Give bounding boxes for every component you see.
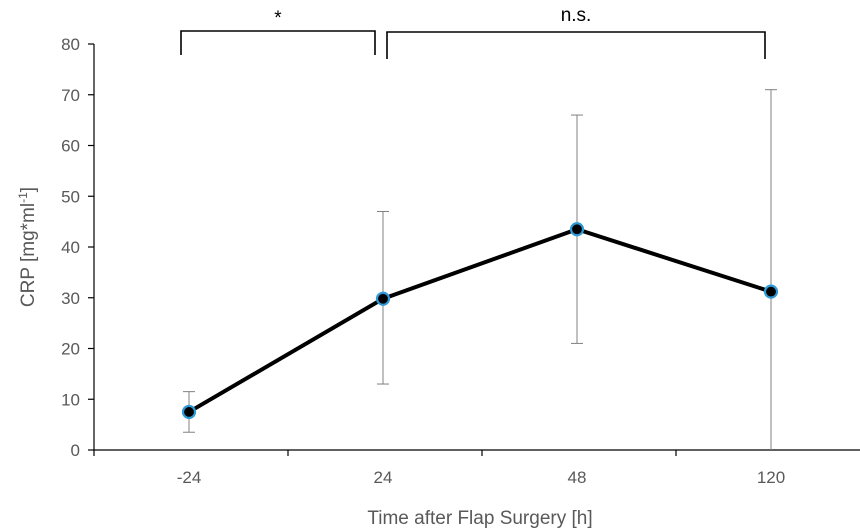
significance-label: * — [274, 8, 282, 29]
x-tick-label: 48 — [568, 468, 587, 487]
x-tick-label: 24 — [374, 468, 393, 487]
y-tick-label: 0 — [71, 441, 80, 460]
significance-brackets: * n.s. — [180, 5, 766, 59]
y-tick-label: 10 — [61, 390, 80, 409]
data-point — [763, 284, 779, 299]
y-tick-label: 50 — [61, 187, 80, 206]
axes: 0 10 20 30 40 50 60 70 80 -24 24 48 120 — [61, 35, 860, 487]
plot-area — [181, 89, 779, 450]
y-axis-title-main: CRP [mg*ml — [18, 203, 39, 307]
y-tick-label: 70 — [61, 86, 80, 105]
significance-label: n.s. — [561, 5, 592, 26]
significance-bracket — [180, 30, 376, 55]
series-line — [187, 227, 772, 414]
y-axis-title-close: ] — [18, 187, 39, 192]
data-point — [181, 404, 197, 420]
y-tick-label: 80 — [61, 35, 80, 54]
x-axis-title: Time after Flap Surgery [h] — [367, 508, 592, 529]
y-axis-title: CRP [mg*ml-1] — [16, 187, 39, 307]
data-point — [569, 222, 585, 237]
y-tick-label: 30 — [61, 289, 80, 308]
y-tick-label: 40 — [61, 238, 80, 257]
y-axis-title-superscript: -1 — [16, 192, 30, 203]
y-tick-label: 60 — [61, 137, 80, 156]
significance-bracket — [386, 31, 766, 59]
x-tick-label: 120 — [757, 468, 785, 487]
y-tick-label: 20 — [61, 340, 80, 359]
x-tick-label: -24 — [177, 468, 202, 487]
data-point — [375, 291, 391, 306]
